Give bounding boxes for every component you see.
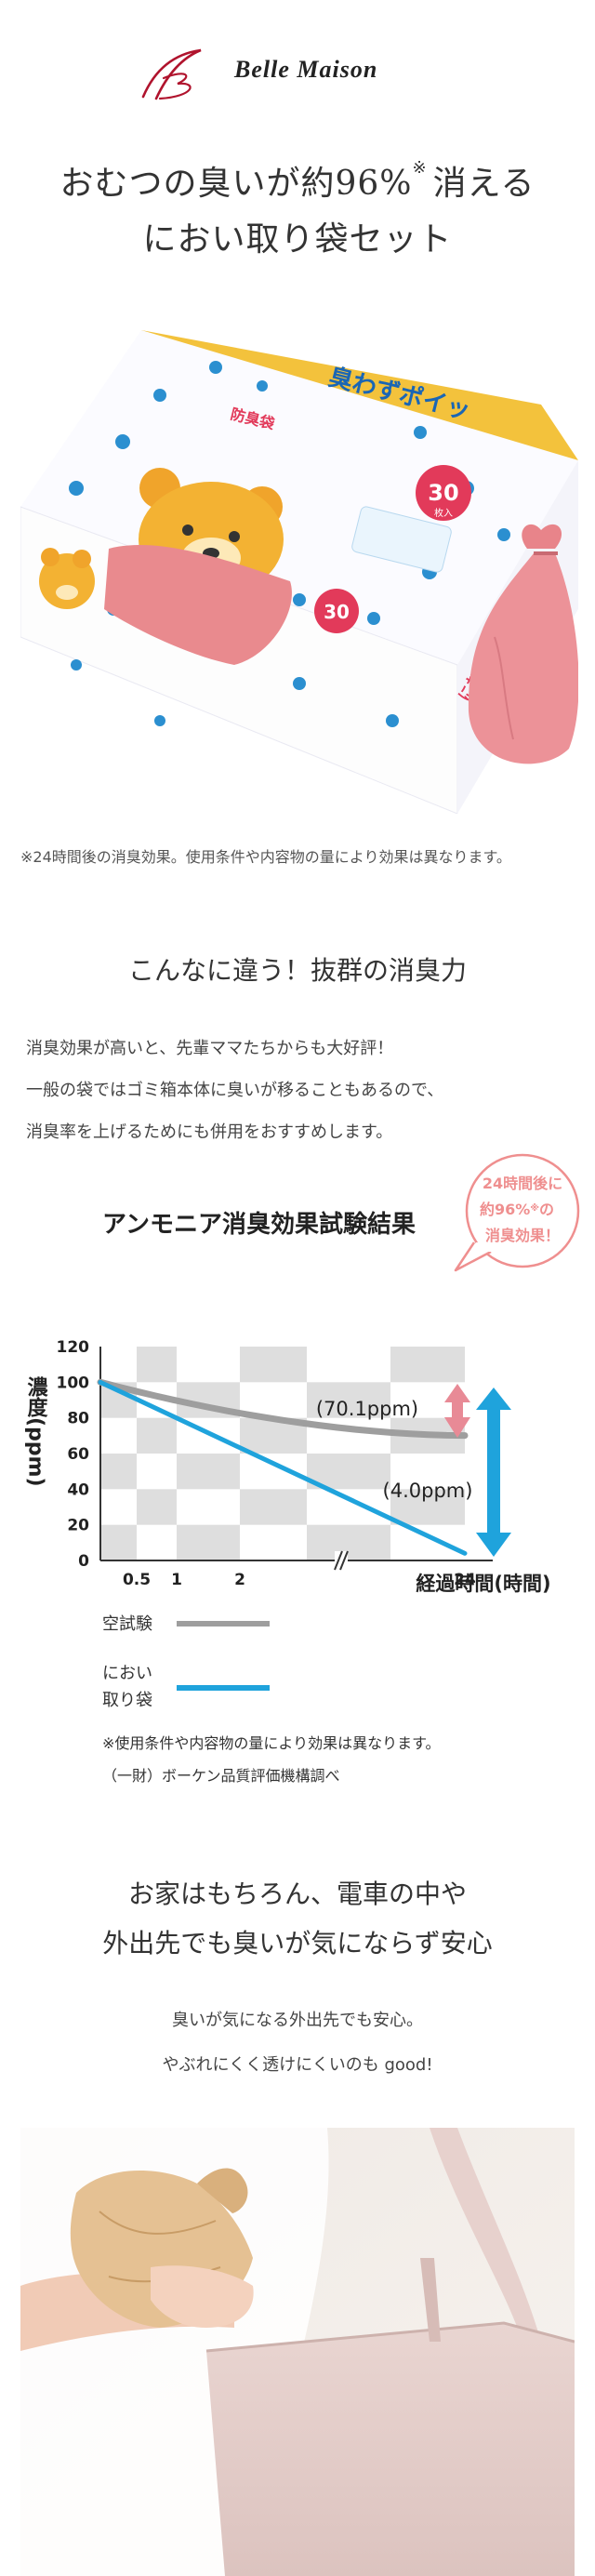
y-tick-label: 100 xyxy=(57,1374,90,1392)
hero-title-line1-end: 消える xyxy=(432,165,536,203)
svg-text:30: 30 xyxy=(324,601,350,623)
bubble-line2: 約96%※の xyxy=(480,1201,554,1218)
hand xyxy=(151,2265,254,2328)
bag-in-box xyxy=(104,544,292,665)
small-bear-character xyxy=(39,548,95,609)
difference-arrow xyxy=(444,1384,470,1438)
count-badge-1: 30 枚入 xyxy=(416,465,471,521)
checker-cell xyxy=(307,1382,390,1418)
count-badge-2: 30 xyxy=(314,589,359,633)
product-image: 臭わずポイッ 防臭袋 30 枚入 30 におい取り袋 xyxy=(20,330,578,814)
y-tick-label: 120 xyxy=(57,1338,90,1357)
tied-bag xyxy=(468,524,578,764)
result-bubble: 24時間後に 約96%※の 消臭効果！ xyxy=(454,1153,580,1272)
box-top-face xyxy=(20,330,578,665)
tote-bag xyxy=(206,2323,575,2576)
checker-cell xyxy=(137,1417,177,1454)
hero-footnote: ※24時間後の消臭効果。使用条件や内容物の量により効果は異なります。 xyxy=(20,848,511,866)
checker-cell xyxy=(307,1524,390,1560)
section3-body-line1: 臭いが気になる外出先でも安心。 xyxy=(172,2011,423,2030)
checker-cell xyxy=(137,1347,177,1383)
legend-control-label: 空試験 xyxy=(102,1614,152,1634)
section2-body-line3: 消臭率を上げるためにも併用をおすすめします。 xyxy=(26,1122,393,1142)
y-tick-label: 40 xyxy=(67,1481,89,1499)
section3-body-line2: やぶれにくく透けにくいのも good! xyxy=(162,2055,433,2075)
checker-cell xyxy=(100,1454,137,1490)
section3-title-line1: お家はもちろん、電車の中や xyxy=(127,1879,467,1909)
legend-bag-label-1: におい xyxy=(102,1664,152,1683)
checker-cell xyxy=(240,1489,307,1525)
y-tick-label: 80 xyxy=(67,1410,89,1428)
checker-cell xyxy=(177,1454,240,1490)
x-axis-ticks: 0.5 1 2 24 xyxy=(123,1571,476,1589)
section2-body-line2: 一般の袋ではゴミ箱本体に臭いが移ることもあるので、 xyxy=(26,1081,444,1100)
chart-note-2: （一財）ボーケン品質評価機構調べ xyxy=(102,1767,340,1785)
bag-series-line xyxy=(98,1379,468,1556)
bubble-line2-mark: ※ xyxy=(530,1202,539,1214)
brand-logo-mark xyxy=(141,48,202,100)
x-tick-label: 2 xyxy=(234,1571,245,1589)
svg-text:枚入: 枚入 xyxy=(434,507,453,519)
checker-cell xyxy=(137,1489,177,1525)
x-axis-label: 経過時間(時間) xyxy=(416,1573,550,1595)
control-series-line xyxy=(97,1378,469,1440)
bubble-line2-b: の xyxy=(539,1201,554,1218)
x-axis-break-mark xyxy=(334,1550,349,1571)
bag-value-label: (4.0ppm) xyxy=(383,1480,473,1502)
svg-text:30: 30 xyxy=(428,480,458,506)
checker-cell xyxy=(100,1524,137,1560)
chart-title: アンモニア消臭効果試験結果 xyxy=(102,1210,416,1239)
lifestyle-photo xyxy=(20,2128,575,2576)
bubble-line3: 消臭効果！ xyxy=(485,1227,560,1244)
x-tick-label: 1 xyxy=(171,1571,182,1589)
y-axis-ticks: 120 100 80 60 40 20 0 xyxy=(57,1338,90,1571)
legend-bag-label-2: 取り袋 xyxy=(102,1691,152,1710)
ammonia-chart: アンモニア消臭効果試験結果 24時間後に 約96%※の 消臭効果！ 120100… xyxy=(24,1153,580,1785)
checker-cell xyxy=(390,1489,465,1525)
y-tick-label: 0 xyxy=(78,1552,89,1571)
hero-title-footnote-mark: ※ xyxy=(412,158,428,178)
hero-title-line1: おむつの臭いが約96%※ 消える xyxy=(0,156,595,205)
section3-title-line2: 外出先でも臭いが気にならず安心 xyxy=(102,1928,493,1959)
checker-cell xyxy=(390,1347,465,1383)
x-tick-label: 0.5 xyxy=(123,1571,151,1589)
reduction-arrow xyxy=(476,1388,511,1557)
bubble-line2-a: 約96% xyxy=(480,1201,530,1218)
section2-body-line1: 消臭効果が高いと、先輩ママたちからも大好評！ xyxy=(26,1039,394,1058)
y-tick-label: 20 xyxy=(67,1517,89,1535)
hero-title-line2: におい取り袋セット xyxy=(142,220,453,259)
checker-cell xyxy=(240,1347,307,1383)
hero-title-line1-text: おむつの臭いが約96% xyxy=(60,165,413,203)
brand-name[interactable]: Belle Maison xyxy=(234,56,378,83)
bubble-line1: 24時間後に xyxy=(483,1175,562,1192)
y-tick-label: 60 xyxy=(67,1445,89,1464)
chart-note-1: ※使用条件や内容物の量により効果は異なります。 xyxy=(102,1734,441,1752)
checker-cell xyxy=(177,1524,240,1560)
y-axis-label: 濃度(ppm) xyxy=(24,1376,48,1487)
tote-strap-inner xyxy=(420,2258,441,2342)
tote-strap xyxy=(430,2128,541,2342)
x-tick-label: 24 xyxy=(454,1571,476,1589)
section2-title: こんなに違う！抜群の消臭力 xyxy=(127,955,467,986)
box-info-panel xyxy=(351,506,452,573)
legend: 空試験 におい 取り袋 xyxy=(102,1614,270,1710)
control-value-label: (70.1ppm) xyxy=(316,1398,418,1420)
